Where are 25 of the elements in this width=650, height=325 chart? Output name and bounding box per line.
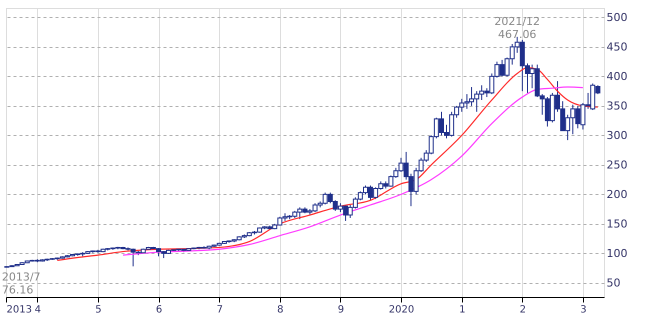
y-tick-label: 50 (606, 276, 620, 290)
x-tick-label: 4 (34, 304, 42, 316)
line-series (122, 86, 584, 256)
x-tick-label: 7 (216, 304, 223, 316)
line-series (56, 66, 598, 262)
annotation: 2013/7 76.16 (2, 270, 41, 296)
y-tick-label: 100 (606, 246, 628, 260)
y-tick-label: 400 (606, 70, 628, 83)
y-tick-label: 300 (606, 128, 628, 142)
x-tick-label: 1 (459, 304, 466, 316)
y-tick-label: 200 (606, 188, 628, 201)
x-tick-label: 6 (156, 304, 162, 316)
annotation: 2021/12 467.06 (494, 14, 540, 41)
y-tick-label: 500 (606, 10, 628, 24)
x-tick-label: 9 (338, 304, 344, 316)
x-tick-label: 3 (580, 304, 587, 316)
y-tick-label: 450 (606, 40, 628, 54)
x-tick-label: 2013 (6, 304, 32, 316)
x-tick-label: 5 (95, 304, 102, 316)
x-tick-label: 2020 (388, 304, 414, 316)
x-tick-label: 8 (277, 304, 284, 316)
y-tick-label: 150 (606, 217, 628, 230)
x-tick-label: 2 (520, 304, 526, 316)
y-tick-label: 350 (606, 99, 628, 112)
y-tick-label: 250 (606, 158, 628, 172)
